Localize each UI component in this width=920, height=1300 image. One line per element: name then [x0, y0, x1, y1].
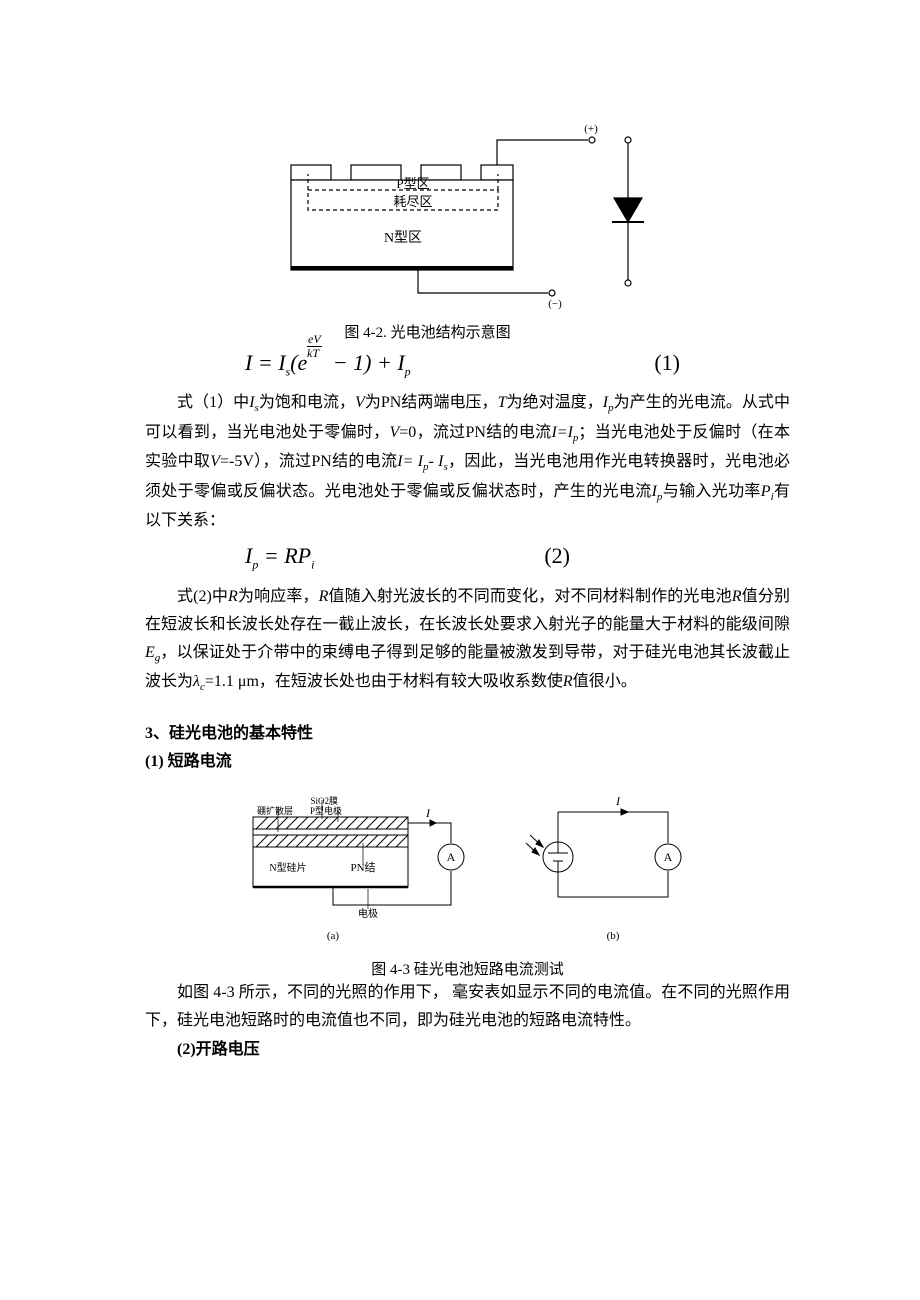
equation-2: Ip = RPi (2) — [145, 543, 790, 572]
figure-4-3: I A SiO2膜 P型电极 硼扩散层 N型硅片 PN结 电极 (a) — [145, 777, 790, 979]
fig2b-label-I: I — [615, 794, 621, 808]
paragraph-3: 如图 4-3 所示，不同的光照的作用下， 毫安表如显示不同的电流值。在不同的光照… — [145, 979, 790, 1035]
section-3-sub2: (2)开路电压 — [145, 1035, 790, 1059]
fig2-label-a: (a) — [326, 930, 339, 942]
fig1-label-p: P型区 — [396, 176, 429, 191]
equation-1: I = Is(eeVkT − 1) + Ip (1) — [145, 350, 790, 379]
fig1-label-plus: (+) — [584, 123, 598, 135]
figure-4-3-svg: I A SiO2膜 P型电极 硼扩散层 N型硅片 PN结 电极 (a) — [218, 777, 718, 947]
fig2b-label-A: A — [663, 850, 672, 864]
fig1-label-n: N型区 — [383, 230, 421, 246]
section-3-sub1: (1) 短路电流 — [145, 747, 790, 771]
figure-4-2-svg: P型区 耗尽区 N型区 (+) (−) — [258, 110, 678, 310]
equation-2-number: (2) — [544, 543, 570, 569]
paragraph-2: 式(2)中R为响应率，R值随入射光波长的不同而变化，对不同材料制作的光电池R值分… — [145, 583, 790, 698]
fig2a-label-A: A — [446, 850, 455, 864]
figure-4-3-caption: 图 4-3 硅光电池短路电流测试 — [145, 958, 790, 979]
fig1-label-depletion: 耗尽区 — [393, 194, 432, 209]
paragraph-1: 式（1）中Is为饱和电流，V为PN结两端电压，T为绝对温度，Ip为产生的光电流。… — [145, 389, 790, 535]
fig1-label-minus: (−) — [548, 298, 562, 310]
page-container: P型区 耗尽区 N型区 (+) (−) 图 4-2. 光电池结构示意图 — [0, 0, 920, 1300]
figure-4-2: P型区 耗尽区 N型区 (+) (−) 图 4-2. 光电池结构示意图 — [145, 110, 790, 342]
fig2-label-nwafer: N型硅片 — [269, 861, 306, 874]
fig2a-label-I: I — [425, 806, 431, 820]
equation-1-number: (1) — [654, 350, 680, 376]
section-3-heading: 3、硅光电池的基本特性 — [145, 719, 790, 743]
fig2-label-boron: 硼扩散层 — [256, 805, 292, 816]
figure-4-2-caption: 图 4-2. 光电池结构示意图 — [65, 321, 790, 342]
fig2-label-b: (b) — [606, 930, 619, 942]
fig2-label-sio2: SiO2膜 — [310, 796, 338, 806]
fig2-label-p-electrode: P型电极 — [309, 805, 341, 816]
